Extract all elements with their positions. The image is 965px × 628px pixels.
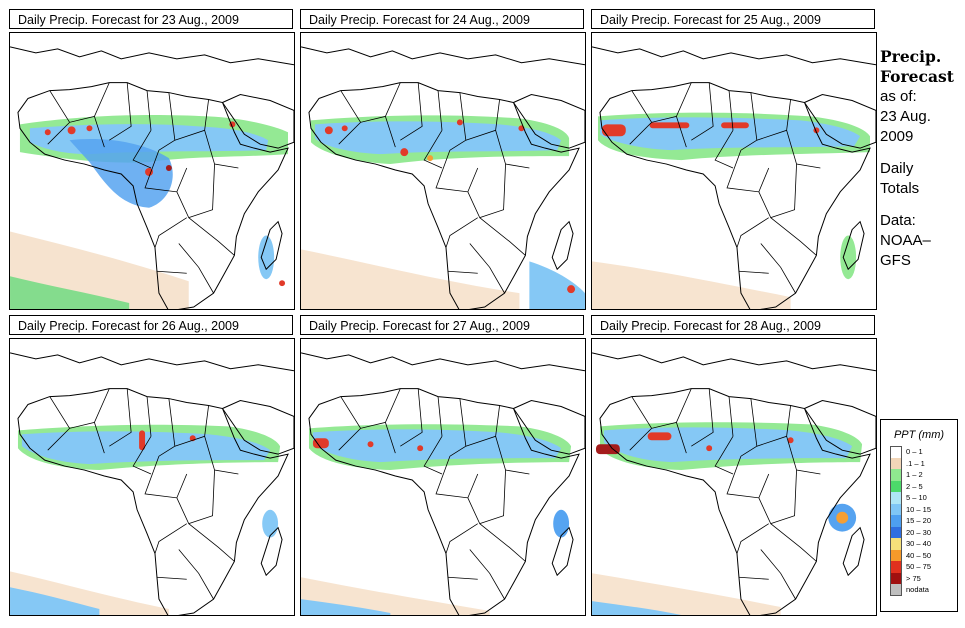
legend-item: 40 – 50	[881, 549, 957, 561]
caption-title-line2: Forecast	[880, 67, 954, 86]
precip-map	[9, 32, 295, 310]
panel-title: Daily Precip. Forecast for 28 Aug., 2009	[591, 315, 875, 335]
forecast-panel-aug-28: Daily Precip. Forecast for 28 Aug., 2009	[591, 315, 877, 616]
forecast-panel-aug-27: Daily Precip. Forecast for 27 Aug., 2009	[300, 315, 586, 616]
legend-label: .1 – 1	[906, 458, 925, 468]
legend-item: .1 – 1	[881, 457, 957, 469]
panel-title: Daily Precip. Forecast for 24 Aug., 2009	[300, 9, 584, 29]
legend-swatch	[890, 584, 902, 596]
legend-label: 40 – 50	[906, 550, 932, 560]
legend-item: 1 – 2	[881, 469, 957, 481]
legend-title: PPT (mm)	[893, 429, 945, 441]
caption-asof-date: 23 Aug.	[880, 108, 931, 125]
legend-item: > 75	[881, 572, 957, 584]
legend-item: nodata	[881, 584, 957, 596]
legend-swatch	[890, 526, 902, 538]
legend-item: 50 – 75	[881, 561, 957, 573]
caption-source-line2: GFS	[880, 252, 911, 269]
forecast-panel-aug-26: Daily Precip. Forecast for 26 Aug., 2009	[9, 315, 295, 616]
forecast-panel-aug-23: Daily Precip. Forecast for 23 Aug., 2009	[9, 9, 295, 310]
legend-label: 50 – 75	[906, 562, 932, 571]
legend-item: 2 – 5	[881, 480, 957, 492]
legend-swatch	[890, 457, 902, 469]
precip-map	[9, 338, 295, 616]
legend-item: 20 – 30	[881, 526, 957, 538]
caption-asof-year: 2009	[880, 128, 914, 145]
legend-label: 0 – 1	[906, 447, 923, 456]
legend-swatch	[890, 561, 902, 573]
legend-swatch	[890, 572, 902, 584]
panel-title: Daily Precip. Forecast for 27 Aug., 2009	[300, 315, 584, 335]
precip-map	[591, 338, 877, 616]
precip-map	[300, 32, 586, 310]
precip-map	[591, 32, 877, 310]
forecast-panel-aug-24: Daily Precip. Forecast for 24 Aug., 2009	[300, 9, 586, 310]
precip-map	[300, 338, 586, 616]
panel-title: Daily Precip. Forecast for 23 Aug., 2009	[9, 9, 293, 29]
legend-label: 1 – 2	[906, 470, 923, 479]
legend-swatch	[890, 503, 902, 515]
legend-label: nodata	[906, 585, 929, 594]
legend-swatch	[890, 515, 902, 527]
legend-swatch	[890, 492, 902, 504]
forecast-caption: Precip. Forecast as of: 23 Aug. 2009 Dai…	[880, 47, 964, 271]
legend-item: 0 – 1	[881, 446, 957, 458]
panel-title: Daily Precip. Forecast for 25 Aug., 2009	[591, 9, 875, 29]
legend-label: 30 – 40	[906, 539, 932, 548]
legend-label: 2 – 5	[906, 481, 923, 491]
legend-item: 10 – 15	[881, 503, 957, 515]
legend-label: 10 – 15	[906, 504, 932, 514]
legend-swatch	[890, 538, 902, 550]
legend-item: 30 – 40	[881, 538, 957, 550]
legend-swatch	[890, 446, 902, 458]
forecast-panel-aug-25: Daily Precip. Forecast for 25 Aug., 2009	[591, 9, 877, 310]
caption-period-line2: Totals	[880, 180, 920, 197]
caption-source-label: Data:	[880, 212, 916, 229]
legend-label: 15 – 20	[906, 516, 932, 525]
legend-label: 20 – 30	[906, 527, 932, 537]
caption-title-line1: Precip.	[880, 47, 942, 66]
panel-title: Daily Precip. Forecast for 26 Aug., 2009	[9, 315, 293, 335]
caption-source-line1: NOAA–	[880, 232, 931, 249]
caption-period-line1: Daily	[880, 160, 914, 177]
legend-swatch	[890, 480, 902, 492]
legend-label: 5 – 10	[906, 493, 927, 502]
caption-asof-label: as of:	[880, 88, 917, 105]
legend-label: > 75	[906, 573, 921, 583]
legend-item: 15 – 20	[881, 515, 957, 527]
legend-swatch	[890, 549, 902, 561]
ppt-legend: PPT (mm) 0 – 1 .1 – 1 1 – 2 2 – 5 5 – 10 10 –…	[880, 419, 958, 612]
legend-swatch	[890, 469, 902, 481]
legend-item: 5 – 10	[881, 492, 957, 504]
